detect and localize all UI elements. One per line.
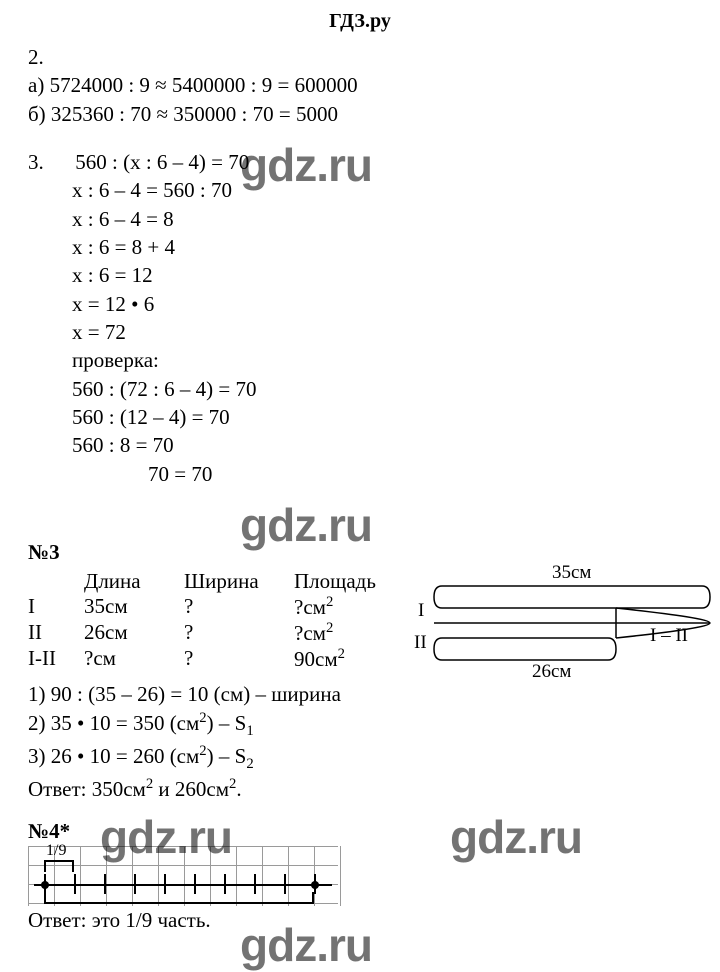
- p3-r1-pl-sup: 2: [326, 594, 333, 610]
- p3eq-chk: проверка:: [28, 346, 692, 374]
- p4-numberline: 1/9: [28, 846, 338, 906]
- p3-s3-sup: 2: [199, 743, 206, 759]
- p3-s3-mid: ) – S: [207, 744, 247, 768]
- p2-b: б) 325360 : 70 ≈ 350000 : 70 = 5000: [28, 100, 692, 128]
- p3-s2-pre: 2) 35 • 10 = 350 (см: [28, 711, 199, 735]
- p3eq-c1: 560 : (72 : 6 – 4) = 70: [28, 375, 692, 403]
- p3-col-sh: Ширина: [184, 569, 294, 594]
- p4-ans: Ответ: это 1/9 часть.: [28, 906, 692, 934]
- p2-a: а) 5724000 : 9 ≈ 5400000 : 9 = 600000: [28, 71, 692, 99]
- p2-num: 2.: [28, 43, 692, 71]
- p3-diagram-II: II: [414, 632, 427, 654]
- p3eq-c2: 560 : (12 – 4) = 70: [28, 403, 692, 431]
- p3-r3-lab: I-II: [28, 646, 84, 672]
- p3eq-l7: x = 72: [28, 318, 692, 346]
- p3-r1-dl: 35см: [84, 594, 184, 620]
- p3-s3-pre: 3) 26 • 10 = 260 (см: [28, 744, 199, 768]
- p3-s1: 1) 90 : (35 – 26) = 10 (см) – ширина: [28, 680, 692, 708]
- p3-ans-pre: Ответ: 350см: [28, 777, 146, 801]
- p3-s2-sup: 2: [199, 710, 206, 726]
- p3-r3-pl: 90см2: [294, 646, 404, 672]
- p3eq-l5: x : 6 = 12: [28, 261, 692, 289]
- p3-r1-lab: I: [28, 594, 84, 620]
- p3-s3-sub: 2: [246, 756, 253, 772]
- p3-r3-sh: ?: [184, 646, 294, 672]
- p3eq-l1: 560 : (x : 6 – 4) = 70: [75, 150, 249, 174]
- p3-r3-dl: ?см: [84, 646, 184, 672]
- p3eq-l3: x : 6 – 4 = 8: [28, 205, 692, 233]
- p4-head: №4*: [28, 819, 692, 844]
- p3-ans-mid: и 260см: [153, 777, 229, 801]
- p3eq-c3: 560 : 8 = 70: [28, 431, 692, 459]
- p3-r3-pl-sup: 2: [338, 646, 345, 662]
- p3eq-l2: x : 6 – 4 = 560 : 70: [28, 176, 692, 204]
- p3-r2-pl-sup: 2: [326, 620, 333, 636]
- p3-diagram-35: 35см: [552, 562, 591, 584]
- p3eq-num: 3.: [28, 150, 44, 174]
- p3-r1-sh: ?: [184, 594, 294, 620]
- p3-diagram: 35см 26см I II I – II: [432, 562, 712, 682]
- page-title: ГДЗ.ру: [0, 0, 720, 33]
- p3-diagram-I: I: [418, 600, 424, 622]
- p3-s2: 2) 35 • 10 = 350 (см2) – S1: [28, 709, 692, 742]
- p3-diagram-26: 26см: [532, 661, 571, 683]
- p3-r2-lab: II: [28, 620, 84, 646]
- p3eq-l6: x = 12 • 6: [28, 290, 692, 318]
- content: 2. а) 5724000 : 9 ≈ 5400000 : 9 = 600000…: [0, 33, 720, 934]
- p3eq-l4: x : 6 = 8 + 4: [28, 233, 692, 261]
- p3-s2-mid: ) – S: [207, 711, 247, 735]
- p3-r2-pl-pre: ?см: [294, 621, 326, 645]
- p4-frac-label: 1/9: [46, 842, 66, 860]
- p3-col-pl: Площадь: [294, 569, 404, 594]
- p3-ans-end: .: [236, 777, 241, 801]
- p3-r2-sh: ?: [184, 620, 294, 646]
- p3-col-dl: Длина: [84, 569, 184, 594]
- p3-s3: 3) 26 • 10 = 260 (см2) – S2: [28, 742, 692, 775]
- p3-s2-sub: 1: [246, 723, 253, 739]
- p3-r1-pl-pre: ?см: [294, 595, 326, 619]
- p3eq-c4: 70 = 70: [28, 460, 692, 488]
- p3-r3-pl-pre: 90см: [294, 647, 338, 671]
- p3-r1-pl: ?см2: [294, 594, 404, 620]
- p3-diagram-ImII: I – II: [650, 625, 688, 647]
- p3eq-row1: 3. 560 : (x : 6 – 4) = 70: [28, 148, 692, 176]
- p3-r2-pl: ?см2: [294, 620, 404, 646]
- p3-r2-dl: 26см: [84, 620, 184, 646]
- p3-ans: Ответ: 350см2 и 260см2.: [28, 775, 692, 803]
